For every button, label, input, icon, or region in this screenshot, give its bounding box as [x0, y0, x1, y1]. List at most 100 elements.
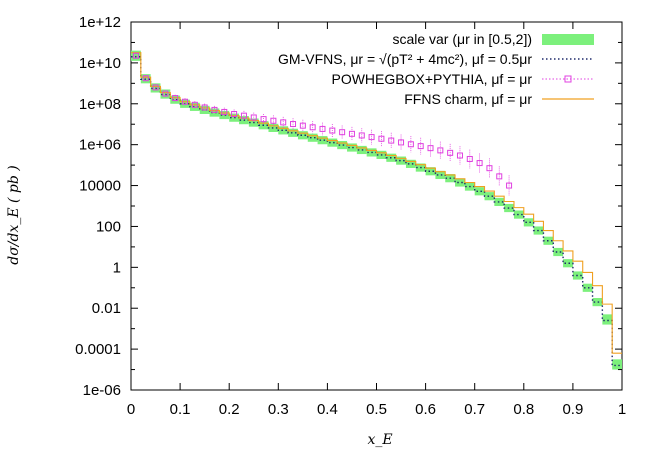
scale-var-band-bin [405, 159, 416, 168]
powheg-point [172, 95, 179, 102]
y-axis-label: dσ/dx_E ( pb ) [6, 165, 22, 265]
scale-var-band-bin [307, 133, 318, 142]
powheg-point [496, 173, 503, 180]
gm-vfns-step-line [131, 56, 622, 367]
scale-var-band-bin [219, 110, 230, 120]
y-tick-label: 1e+08 [79, 96, 121, 113]
powheg-points [132, 52, 513, 196]
y-tick-label: 0.0001 [75, 341, 121, 358]
y-tick-label: 0.01 [92, 300, 121, 317]
x-tick-label: 0.6 [415, 401, 436, 418]
x-tick-label: 0.3 [268, 401, 289, 418]
x-axis-ticks: 0 0.1 0.2 0.3 0.4 0.5 0.6 0.7 0.8 0.9 1 [127, 22, 626, 418]
powheg-point [348, 130, 355, 137]
scale-var-band-bin [582, 283, 593, 292]
powheg-point [191, 101, 198, 108]
x-tick-label: 0.2 [219, 401, 240, 418]
scale-var-band-bin [602, 314, 613, 325]
powheg-point [398, 139, 405, 146]
legend-label-powheg: POWHEGBOX+PYTHIA, μf = μr [331, 71, 532, 87]
powheg-point [309, 124, 316, 131]
scale-var-band-bin [327, 138, 338, 147]
x-tick-label: 0.7 [464, 401, 485, 418]
powheg-point [299, 122, 306, 129]
y-tick-label: 10000 [79, 178, 121, 195]
powheg-point [437, 147, 444, 154]
y-tick-label: 100 [96, 218, 121, 235]
powheg-point [329, 127, 336, 134]
powheg-point [162, 90, 169, 97]
scale-var-band-bin [474, 187, 485, 196]
scale-var-band-bin [563, 259, 573, 268]
scale-var-band-bin [553, 247, 564, 257]
powheg-point [407, 141, 414, 148]
legend-swatch-powheg-marker [564, 75, 572, 83]
legend-label-ffns: FFNS charm, μf = μr [404, 91, 532, 107]
powheg-point [290, 121, 297, 128]
y-tick-label: 1e-06 [83, 382, 121, 399]
ffns-charm-line [131, 52, 622, 354]
legend-swatch-scale-var [542, 34, 594, 45]
scale-var-band-bin [356, 145, 367, 155]
y-tick-label: 1e+10 [79, 55, 121, 72]
powheg-point [339, 129, 346, 136]
scale-var-band-bin [425, 167, 436, 176]
powheg-point [152, 84, 159, 91]
powheg-point [506, 182, 513, 189]
scale-var-band-bin [396, 156, 406, 165]
y-axis-ticks: 1e-06 0.0001 0.01 1 100 10000 1e+06 1e+08 1e+10 1… [75, 14, 622, 399]
powheg-point [221, 108, 228, 115]
scale-var-band-bin [592, 298, 603, 307]
powheg-point [319, 125, 326, 132]
powheg-point [142, 75, 149, 82]
scale-var-band-bin [337, 140, 348, 150]
powheg-point [240, 112, 247, 119]
scale-var-band-bin [484, 192, 495, 201]
powheg-point [182, 98, 189, 105]
x-tick-label: 0.8 [513, 401, 534, 418]
scale-var-band-bin [288, 128, 298, 137]
x-axis-label: x_E [367, 432, 392, 448]
x-tick-label: 0 [127, 401, 135, 418]
powheg-point [280, 119, 287, 126]
scale-var-band-bin [435, 170, 446, 180]
legend-label-gm-vfns: GM-VFNS, μr = √(pT² + 4mc²), μf = 0.5μr [278, 51, 532, 67]
powheg-point [466, 155, 473, 162]
scale-var-band-bin [278, 126, 289, 135]
powheg-point [476, 160, 483, 167]
powheg-point [388, 137, 395, 144]
scale-var-band-bin [347, 143, 357, 152]
powheg-point [427, 145, 434, 152]
scale-var-band-bin [612, 359, 622, 370]
scale-var-band-bin [572, 271, 583, 280]
scale-var-band-bin [317, 136, 328, 145]
y-tick-label: 1 [113, 259, 121, 276]
x-tick-label: 0.1 [170, 401, 191, 418]
powheg-point [447, 149, 454, 156]
powheg-point [456, 152, 463, 159]
powheg-point [250, 114, 257, 121]
y-tick-label: 1e+12 [79, 14, 121, 31]
powheg-point [270, 117, 277, 124]
x-tick-label: 0.4 [317, 401, 338, 418]
powheg-point [211, 106, 218, 113]
powheg-point [358, 132, 365, 139]
powheg-point [486, 165, 493, 172]
scale-var-band-bin [523, 218, 534, 227]
ffns-charm-step-line [131, 52, 622, 354]
scale-var-band-bin [513, 210, 524, 219]
powheg-point [417, 143, 424, 150]
x-tick-label: 1 [618, 401, 626, 418]
x-tick-label: 0.9 [562, 401, 583, 418]
legend: scale var (μr in [0.5,2]) GM-VFNS, μr = … [278, 31, 594, 107]
powheg-point [260, 116, 267, 123]
powheg-point [378, 135, 385, 142]
gm-vfns-line [131, 56, 622, 367]
x-axis-title: x_E [367, 432, 392, 448]
y-tick-label: 1e+06 [79, 137, 121, 154]
powheg-point [201, 104, 208, 111]
scale-var-band-bin [297, 131, 308, 140]
powheg-point [368, 134, 375, 141]
y-axis-title: dσ/dx_E ( pb ) [6, 165, 22, 265]
